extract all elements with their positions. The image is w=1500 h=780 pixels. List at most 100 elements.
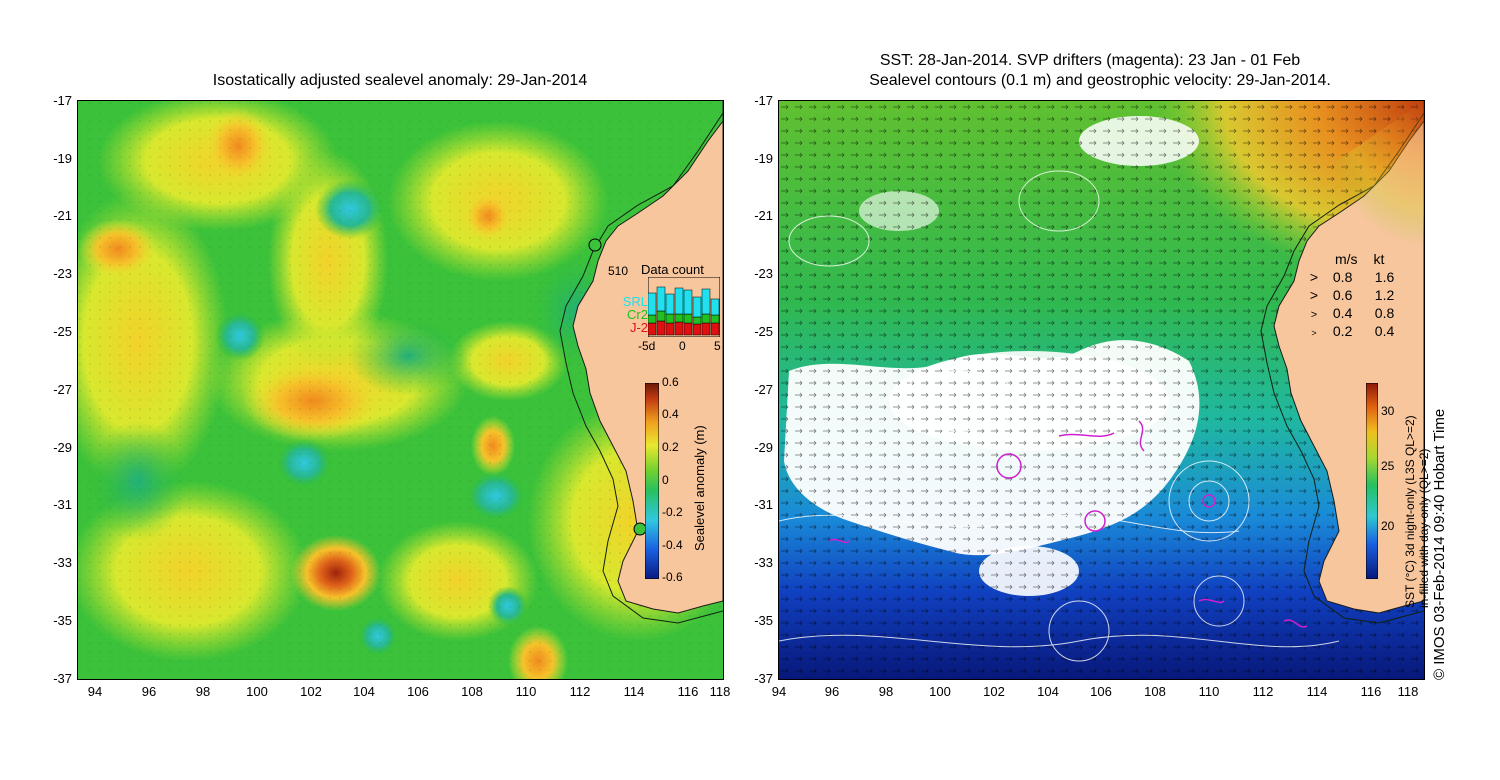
data-count-bar [701,288,711,315]
left-ytick: -19 [53,151,72,166]
left-ytick: -31 [53,497,72,512]
right-ytick: -21 [754,208,773,223]
right-xtick: 116 [1360,684,1382,699]
right-xtick: 98 [878,684,894,699]
left-ytick: -17 [53,93,72,108]
legend-kt: 1.2 [1374,287,1395,303]
right-ytick: -23 [754,266,773,281]
left-xtick: 94 [87,684,103,699]
legend-header-kt: kt [1373,251,1385,267]
legend-ms: 0.6 [1332,287,1353,303]
left-ytick: -33 [53,555,72,570]
left-ytick: -25 [53,324,72,339]
sla-colorbar-label: Sealevel anomaly (m) [692,425,707,551]
right-xtick: 110 [1198,684,1220,699]
data-count-bar [665,322,675,336]
right-ytick: -29 [754,440,773,455]
data-count-bar [692,296,702,318]
data-count-bar [710,314,720,324]
sst-colorbar-tick: 25 [1381,459,1395,473]
sla-colorbar-tick: -0.2 [662,505,683,519]
data-count-xtick: -5d [638,339,656,353]
data-count-bar [683,289,693,315]
right-xtick: 96 [824,684,840,699]
legend-kt: 0.8 [1374,305,1395,321]
data-count-bar [692,316,702,325]
data-count-bar [656,310,666,322]
sla-colorbar-tick: 0.4 [662,407,679,421]
legend-j2: J-2 [629,320,648,335]
australia-land-left [572,101,723,614]
sst-colorbar [1366,383,1378,579]
legend-kt: 1.6 [1374,269,1395,285]
data-count-bar [710,322,720,336]
right-ytick: -25 [754,324,773,339]
right-ytick: -33 [754,555,773,570]
left-xtick: 112 [569,684,591,699]
left-ytick: -21 [53,208,72,223]
sla-colorbar-tick: 0.2 [662,440,679,454]
legend-header-ms: m/s [1335,251,1358,267]
sst-colorbar-label-1: SST (°C) 3d night-only (L3S QL>=2) [1403,415,1417,608]
sla-colorbar-tick: 0.6 [662,375,679,389]
sla-colorbar-tick: -0.4 [662,538,683,552]
arrow-icon: > [1309,287,1319,303]
data-count-bar [665,313,675,324]
data-count-bar [683,313,693,324]
sst-colorbar-tick: 30 [1381,404,1395,418]
right-xtick: 112 [1252,684,1274,699]
right-xtick: 108 [1144,684,1166,699]
sla-colorbar [645,383,659,579]
data-count-bar [674,313,684,323]
arrow-icon: > [1309,269,1319,285]
data-count-bar [701,313,711,324]
data-count-bars [648,277,720,337]
sealevel-anomaly-field [78,101,723,679]
sla-colorbar-tick: 0 [662,473,669,487]
data-count-bar [674,321,684,336]
right-xtick: 118 [1397,684,1419,699]
right-xtick: 114 [1306,684,1328,699]
right-xtick: 102 [983,684,1005,699]
legend-srl: SRL [622,294,648,309]
sst-map[interactable]: m/s kt > 0.8 1.6 > 0.6 1.2 > 0.4 0.8 > 0… [778,100,1425,680]
sst-colorbar-label-2: in-filled with day-only (QL>=2) [1417,448,1431,608]
legend-ms: 0.8 [1332,269,1353,285]
data-count-xtick: 0 [679,339,686,353]
data-count-bar [648,292,657,316]
data-count-bar [648,322,657,336]
left-ytick: -35 [53,613,72,628]
left-xtick: 114 [623,684,645,699]
right-xtick: 94 [771,684,787,699]
right-xtick: 104 [1037,684,1059,699]
legend-ms: 0.4 [1332,305,1353,321]
sealevel-anomaly-map[interactable]: 510 Data count SRL Cr2 J-2 -5d 0 5 [77,100,724,680]
left-xtick: 108 [461,684,483,699]
left-xtick: 98 [195,684,211,699]
sla-colorbar-tick: -0.6 [662,570,683,584]
arrow-icon: > [1311,328,1317,338]
right-map-title-line2: Sealevel contours (0.1 m) and geostrophi… [869,72,1331,89]
data-count-bar [710,298,720,316]
right-ytick: -19 [754,151,773,166]
tide-gauge-marker [588,238,602,252]
imos-credit: © IMOS 03-Feb-2014 09:40 Hobart Time [1431,408,1448,680]
right-ytick: -17 [754,93,773,108]
left-ytick: -23 [53,266,72,281]
data-count-bar [665,293,675,315]
right-xtick: 106 [1090,684,1112,699]
left-xtick: 110 [515,684,537,699]
left-ytick: -37 [53,671,72,686]
data-count-title: Data count [641,262,704,277]
left-map-title: Isostatically adjusted sealevel anomaly:… [212,72,588,89]
left-xtick: 106 [407,684,429,699]
data-count-xtick: 5 [714,339,721,353]
left-xtick: 102 [300,684,322,699]
data-count-bar [656,320,666,336]
right-xtick: 100 [929,684,951,699]
left-xtick: 100 [246,684,268,699]
left-xtick: 96 [141,684,157,699]
left-xtick: 118 [709,684,731,699]
right-ytick: -35 [754,613,773,628]
data-count-bar [692,323,702,336]
